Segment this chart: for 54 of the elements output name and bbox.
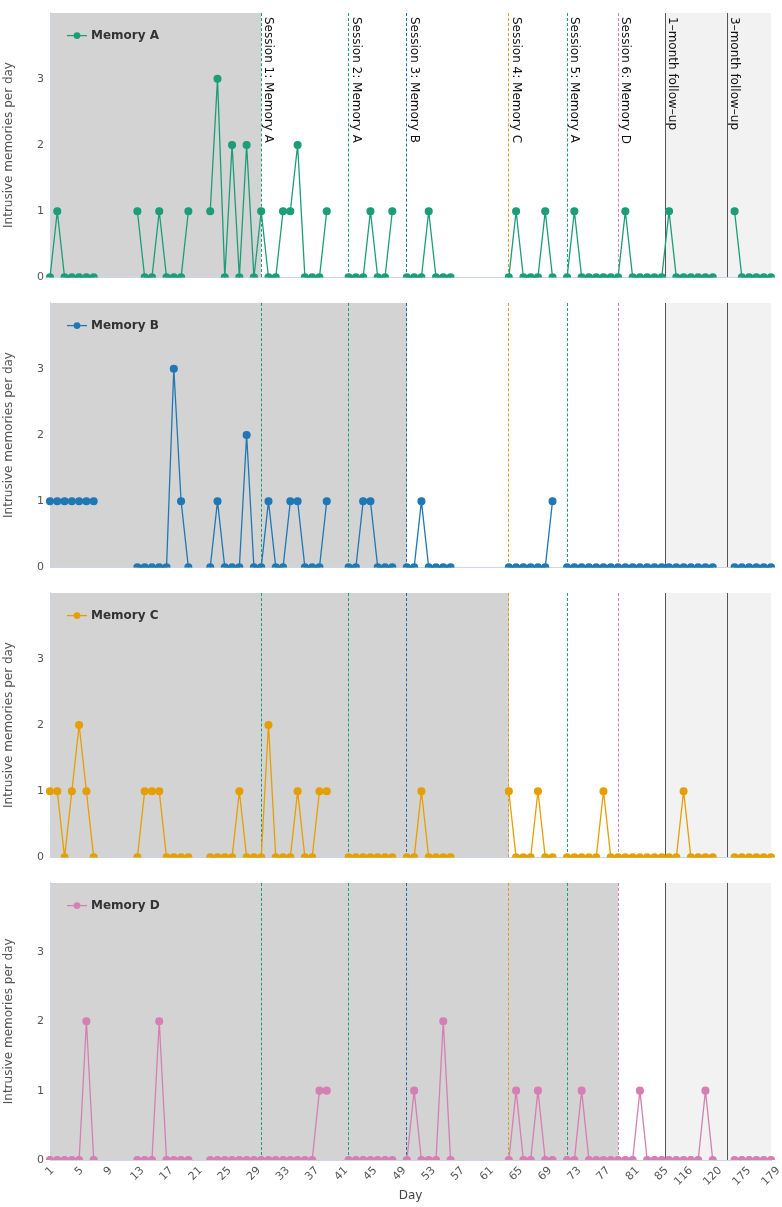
y-axis-title: Intrusive memories per day [1,642,16,808]
x-tick-label: 41 [331,1163,351,1183]
y-tick-label: 2 [37,427,44,441]
y-tick-label: 2 [37,1014,44,1028]
x-tick-label: 53 [418,1163,438,1183]
y-axis-title: Intrusive memories per day [1,938,16,1105]
y-tick-label: 3 [37,944,44,958]
y-tick-label: 1 [37,204,44,218]
annotation: 1–month follow–up [666,16,681,130]
x-tick-label: 33 [273,1163,293,1183]
x-tick-label: 69 [535,1163,555,1183]
annotation: Session 6: Memory D [619,16,634,144]
y-tick-label: 0 [37,270,44,284]
y-axis-title: Intrusive memories per day [1,352,16,518]
y-tick-label: 3 [37,651,44,665]
y-tick-label: 0 [37,1152,44,1166]
x-tick-label: 85 [651,1163,671,1183]
y-tick-label: 1 [37,1083,44,1097]
x-tick-label: 81 [622,1163,642,1183]
x-tick-label: 17 [156,1163,176,1183]
annotation: Session 1: Memory A [262,16,277,143]
x-axis-title: Day [398,1187,423,1202]
annotation: Session 3: Memory B [407,16,422,143]
y-tick-label: 3 [37,71,44,85]
y-tick-label: 2 [37,137,44,151]
y-tick-label: 1 [37,784,44,798]
x-tick-label: 73 [564,1163,584,1183]
y-tick-label: 0 [37,850,44,864]
x-tick-label: 49 [389,1163,409,1183]
annotation: Session 4: Memory C [509,16,524,143]
annotation: Session 2: Memory A [349,16,364,143]
x-tick-label: 9 [100,1163,115,1178]
x-tick-label: 65 [506,1163,526,1183]
y-tick-label: 3 [37,361,44,375]
legend-label: Memory C [91,607,159,622]
x-tick-label: 45 [360,1163,380,1183]
x-tick-label: 13 [127,1163,147,1183]
x-tick-label: 57 [447,1163,467,1183]
x-tick-label: 21 [185,1163,205,1183]
annotation: Session 5: Memory A [568,16,583,143]
y-tick-label: 2 [37,717,44,731]
legend-label: Memory A [91,27,160,42]
legend-label: Memory B [91,317,159,332]
legend-label: Memory D [91,897,160,912]
x-tick-label: 77 [593,1163,613,1183]
y-axis-title: Intrusive memories per day [1,62,16,228]
x-tick-label: 61 [476,1163,497,1183]
y-tick-label: 1 [37,494,44,508]
y-tick-label: 0 [37,560,44,574]
annotation: 3–month follow–up [728,16,743,130]
x-tick-label: 5 [71,1163,86,1178]
x-tick-label: 37 [302,1163,322,1183]
x-tick-label: 29 [243,1163,264,1183]
x-tick-label: 25 [214,1163,234,1183]
